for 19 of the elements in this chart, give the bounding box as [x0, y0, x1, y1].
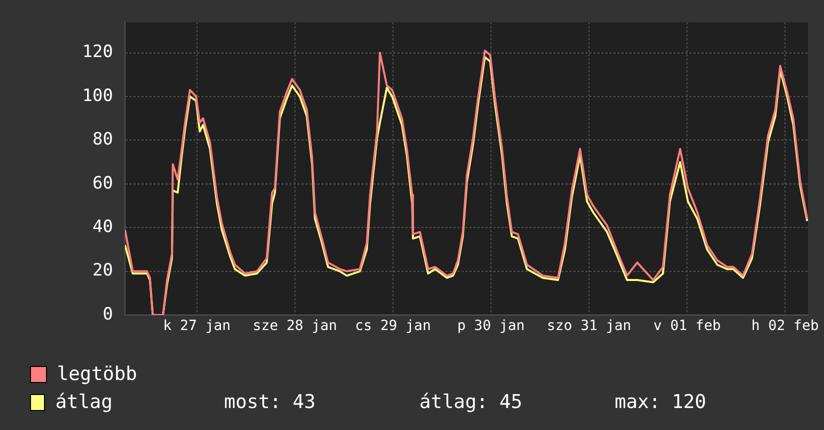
- y-tick-label: 0: [102, 304, 113, 324]
- legend-label: átlag: [55, 391, 114, 413]
- x-tick-label: p 30 jan: [457, 318, 525, 334]
- x-tick-label: szo 31 jan: [546, 318, 632, 334]
- y-tick-label: 120: [82, 42, 113, 62]
- legend-label: legtöbb: [57, 363, 138, 385]
- x-tick-label: cs 29 jan: [355, 318, 431, 334]
- x-tick-label: sze 28 jan: [252, 318, 338, 334]
- y-tick-label: 60: [92, 173, 113, 194]
- y-tick-label: 20: [92, 260, 113, 281]
- text: max: 120: [614, 391, 708, 413]
- text: most: 43: [224, 391, 317, 413]
- x-tick-label: h 02 feb: [751, 318, 819, 334]
- x-tick-label: k 27 jan: [163, 318, 231, 334]
- y-tick-label: 80: [92, 130, 113, 150]
- y-tick-label: 40: [92, 217, 113, 238]
- y-tick-label: 100: [82, 86, 113, 106]
- x-tick-label: v 01 feb: [653, 318, 721, 334]
- text: átlag: 45: [419, 391, 524, 413]
